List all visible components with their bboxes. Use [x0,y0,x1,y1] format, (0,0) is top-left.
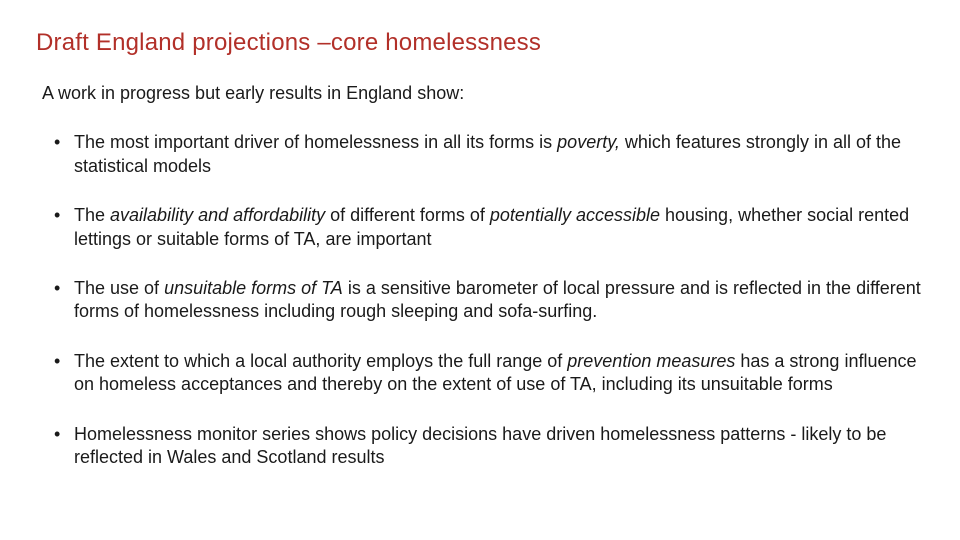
bullet-item: The extent to which a local authority em… [46,350,924,397]
bullet-item: The availability and affordability of di… [46,204,924,251]
bullet-item: The use of unsuitable forms of TA is a s… [46,277,924,324]
italic-text: potentially accessible [490,205,660,225]
italic-text: availability and affordability [110,205,325,225]
bullet-item: The most important driver of homelessnes… [46,131,924,178]
italic-text: prevention measures [567,351,735,371]
slide: Draft England projections –core homeless… [0,0,960,540]
italic-text: poverty, [557,132,620,152]
italic-text: unsuitable forms of TA [164,278,343,298]
bullet-list: The most important driver of homelessnes… [46,131,924,469]
bullet-item: Homelessness monitor series shows policy… [46,423,924,470]
slide-title: Draft England projections –core homeless… [36,28,924,58]
intro-text: A work in progress but early results in … [42,82,924,105]
